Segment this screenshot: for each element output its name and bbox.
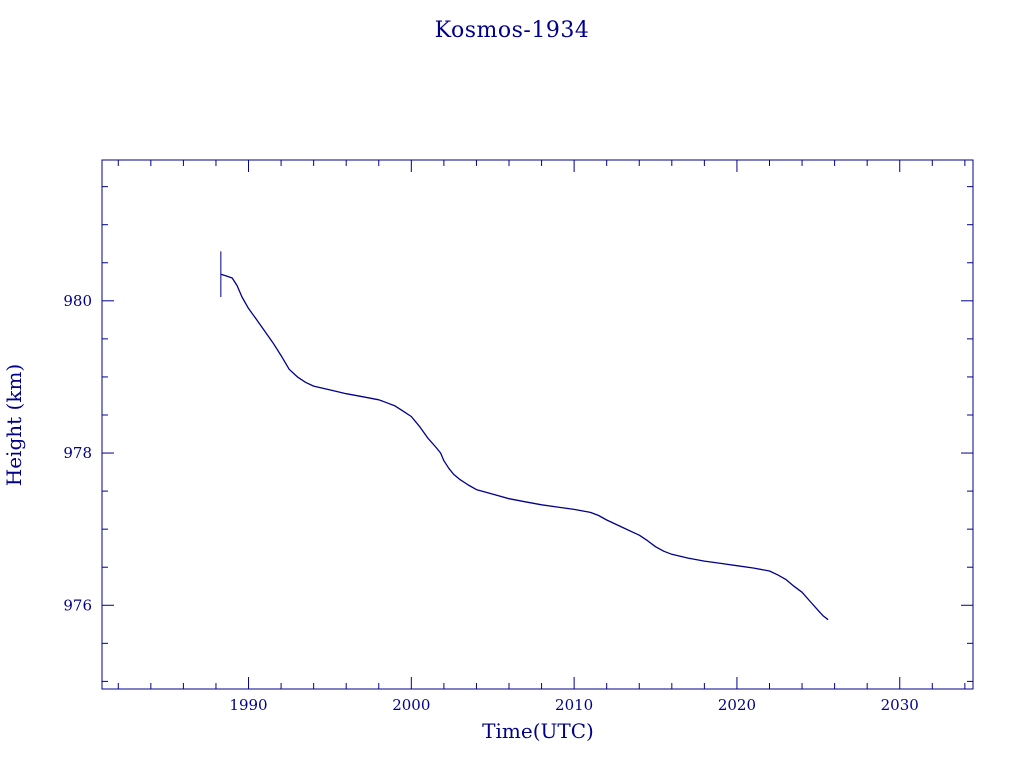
x-axis-label: Time(UTC) <box>482 719 594 743</box>
y-tick-labels: 976 978 980 <box>63 292 92 614</box>
x-tick-label: 2010 <box>555 696 593 714</box>
plot-series <box>220 251 829 621</box>
x-ticks <box>117 160 966 689</box>
y-ticks <box>102 186 973 682</box>
y-tick-label: 978 <box>63 444 92 462</box>
x-tick-labels: 1990 2000 2010 2020 2030 <box>229 696 918 714</box>
chart-title: Kosmos-1934 <box>435 18 590 43</box>
y-tick-label: 980 <box>63 292 92 310</box>
y-tick-label: 976 <box>63 596 92 614</box>
plot-frame <box>101 159 974 690</box>
y-axis-label: Height (km) <box>2 364 26 486</box>
series-line <box>220 273 829 621</box>
x-tick-label: 1990 <box>229 696 267 714</box>
x-tick-label: 2000 <box>392 696 430 714</box>
x-tick-label: 2020 <box>718 696 756 714</box>
x-tick-label: 2030 <box>881 696 919 714</box>
